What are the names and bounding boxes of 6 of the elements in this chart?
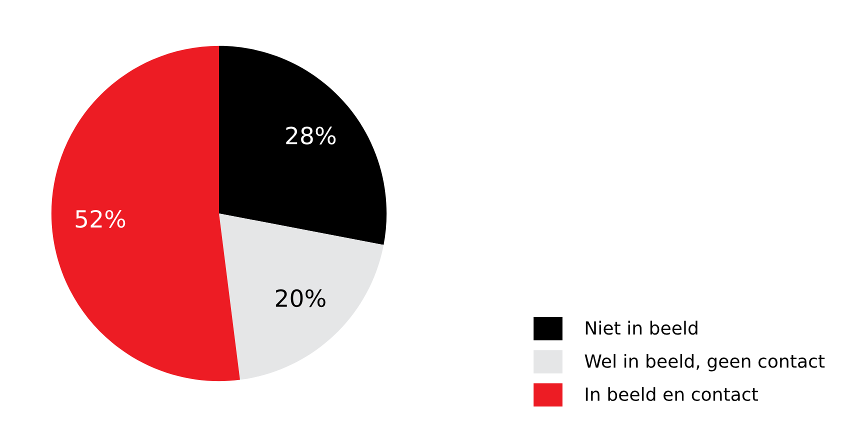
data-label: 52%	[76, 210, 126, 228]
legend-label: In beeld en contact	[586, 387, 758, 402]
data-label: 28%	[286, 126, 336, 144]
data-label: 20%	[276, 289, 326, 308]
legend-label: Niet in beeld	[586, 320, 698, 335]
legend-label: Wel in beeld, geen contact	[584, 354, 825, 372]
